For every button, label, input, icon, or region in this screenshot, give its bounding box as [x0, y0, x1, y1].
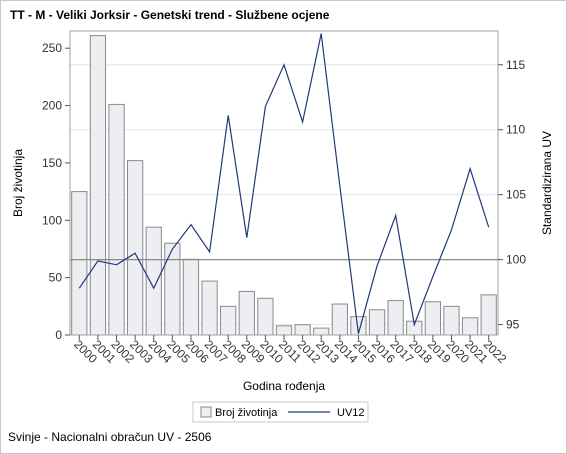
bar-2008	[220, 305, 237, 336]
y-axis-right-label: Standardizirana UV	[540, 131, 554, 235]
bar-layer	[71, 35, 497, 336]
bar-2006	[182, 258, 200, 336]
right-tick-label: 95	[506, 318, 520, 332]
bar-2013	[313, 327, 330, 336]
legend-border	[192, 401, 369, 423]
bar-2003	[127, 160, 144, 336]
right-tick-label: 105	[506, 188, 526, 202]
legend: Broj životinja UV12	[192, 401, 369, 423]
left-tick-label: 100	[42, 213, 62, 227]
left-tick-label: 200	[42, 99, 62, 113]
left-tick-label: 0	[55, 328, 62, 342]
left-tick-label: 250	[42, 41, 62, 55]
right-axis-ticks: 95 100 105 110 115	[498, 58, 526, 332]
legend-label-line: UV12	[337, 407, 365, 419]
bar-2019	[424, 301, 441, 336]
bar-2017	[387, 300, 404, 336]
legend-swatch-bars	[200, 406, 212, 418]
bar-2000	[71, 191, 88, 336]
bar-2021	[461, 317, 479, 336]
chart-title: TT - M - Veliki Jorksir - Genetski trend…	[10, 8, 330, 22]
right-tick-label: 100	[506, 253, 526, 267]
bar-2014	[331, 303, 348, 336]
right-tick-label: 115	[506, 58, 525, 72]
bar-2010	[257, 297, 274, 336]
bar-2005	[164, 242, 181, 336]
x-axis-label: Godina rođenja	[243, 379, 325, 393]
legend-label-bars: Broj životinja	[215, 407, 278, 419]
bar-2020	[443, 305, 460, 336]
left-axis-ticks: 0 50 100 150 200 250	[42, 41, 70, 342]
x-axis-ticks: 2000200120022003200420052006200720082009…	[71, 335, 510, 366]
y-axis-left-label: Broj životinja	[11, 149, 25, 217]
bar-2007	[201, 280, 218, 336]
bar-2002	[108, 103, 125, 336]
bar-2012	[294, 324, 311, 336]
left-tick-label: 150	[42, 156, 62, 170]
bar-2022	[480, 294, 497, 336]
uv12-line	[78, 33, 490, 334]
bar-2009	[238, 290, 255, 336]
bar-2004	[145, 226, 162, 336]
line-layer	[78, 33, 490, 334]
footnote: Svinje - Nacionalni obračun UV - 2506	[8, 430, 212, 444]
bar-2016	[368, 309, 386, 336]
left-tick-label: 50	[49, 271, 63, 285]
bar-2001	[89, 35, 107, 336]
bar-2011	[275, 325, 293, 336]
right-tick-label: 110	[506, 123, 525, 137]
